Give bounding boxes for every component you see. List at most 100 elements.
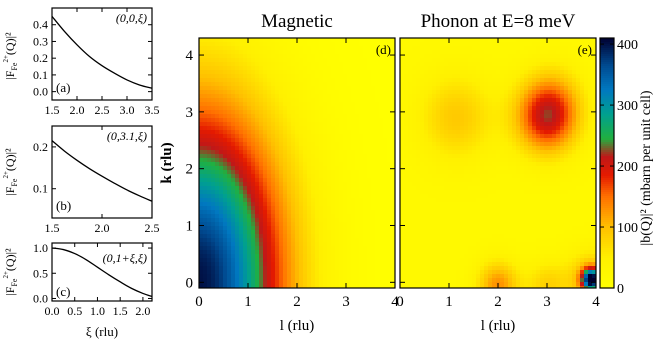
heat-cell: [259, 230, 264, 235]
heat-cell: [548, 142, 553, 147]
heat-cell: [580, 74, 585, 79]
heat-cell: [283, 166, 288, 171]
heat-cell: [367, 162, 372, 167]
heat-cell: [528, 118, 533, 123]
heat-cell: [391, 90, 395, 95]
heat-cell: [215, 230, 220, 235]
heat-cell: [412, 50, 417, 55]
heat-cell: [231, 222, 236, 227]
heat-cell: [383, 42, 388, 47]
heat-cell: [404, 86, 409, 91]
heat-cell: [251, 198, 256, 203]
heat-cell: [219, 142, 224, 147]
heat-cell: [259, 98, 264, 103]
panel-c-frame: [51, 242, 153, 302]
heat-cell: [343, 66, 348, 71]
heat-cell: [351, 62, 356, 67]
heat-cell: [492, 82, 497, 87]
heat-cell: [199, 206, 204, 211]
heat-cell: [287, 38, 292, 43]
heat-cell: [279, 194, 284, 199]
heat-cell: [536, 114, 541, 119]
heat-cell: [239, 274, 244, 279]
heat-cell: [203, 218, 208, 223]
heat-cell: [259, 166, 264, 171]
heat-cell: [564, 74, 569, 79]
heat-cell: [203, 202, 208, 207]
heat-cell: [295, 138, 300, 143]
heat-cell: [339, 206, 344, 211]
heat-cell: [207, 190, 212, 195]
heat-cell: [323, 242, 328, 247]
heat-cell: [255, 270, 260, 275]
heat-cell: [339, 286, 344, 288]
heat-cell: [291, 50, 296, 55]
heat-cell: [492, 114, 497, 119]
heat-cell: [512, 162, 517, 167]
heat-cell: [283, 58, 288, 63]
heat-cell: [303, 190, 308, 195]
heat-cell: [391, 230, 395, 235]
heat-cell: [367, 94, 372, 99]
heat-cell: [436, 58, 441, 63]
heat-cell: [307, 102, 312, 107]
heat-cell: [275, 278, 280, 283]
heat-cell: [335, 226, 340, 231]
heat-cell: [500, 110, 505, 115]
heat-cell: [307, 110, 312, 115]
heat-cell: [387, 282, 392, 287]
heat-cell: [259, 274, 264, 279]
heat-cell: [572, 54, 577, 59]
heat-cell: [363, 134, 368, 139]
heat-cell: [476, 162, 481, 167]
heat-cell: [343, 218, 348, 223]
heat-cell: [500, 62, 505, 67]
heat-cell: [387, 146, 392, 151]
heat-cell: [359, 158, 364, 163]
heat-cell: [319, 186, 324, 191]
heat-cell: [516, 94, 521, 99]
heat-cell: [391, 118, 395, 123]
heat-cell: [335, 66, 340, 71]
heat-cell: [351, 234, 356, 239]
heat-cell: [387, 94, 392, 99]
heat-cell: [480, 158, 485, 163]
heat-cell: [223, 46, 228, 51]
heat-cell: [520, 110, 525, 115]
heat-cell: [508, 138, 513, 143]
heat-cell: [580, 110, 585, 115]
heat-cell: [412, 122, 417, 127]
heat-cell: [231, 58, 236, 63]
heat-cell: [235, 174, 240, 179]
heat-cell: [416, 74, 421, 79]
heat-cell: [540, 106, 545, 111]
heat-cell: [307, 246, 312, 251]
heat-cell: [247, 110, 252, 115]
heat-cell: [488, 110, 493, 115]
heat-cell: [227, 182, 232, 187]
heat-cell: [275, 130, 280, 135]
heat-cell: [375, 126, 380, 131]
heat-cell: [416, 66, 421, 71]
heat-cell: [247, 142, 252, 147]
heat-cell: [315, 134, 320, 139]
heat-cell: [295, 98, 300, 103]
heat-cell: [500, 54, 505, 59]
heat-cell: [243, 246, 248, 251]
heat-cell: [331, 142, 336, 147]
heat-cell: [408, 114, 413, 119]
heat-cell: [307, 46, 312, 51]
heat-cell: [319, 178, 324, 183]
heat-cell: [227, 238, 232, 243]
heat-cell: [363, 58, 368, 63]
heat-cell: [219, 186, 224, 191]
heat-cell: [387, 162, 392, 167]
heat-cell: [287, 66, 292, 71]
heat-cell: [588, 54, 593, 59]
heat-cell: [307, 186, 312, 191]
heat-cell: [540, 126, 545, 131]
heat-cell: [560, 118, 565, 123]
heat-cell: [307, 166, 312, 171]
heat-cell: [295, 102, 300, 107]
heat-cell: [536, 122, 541, 127]
